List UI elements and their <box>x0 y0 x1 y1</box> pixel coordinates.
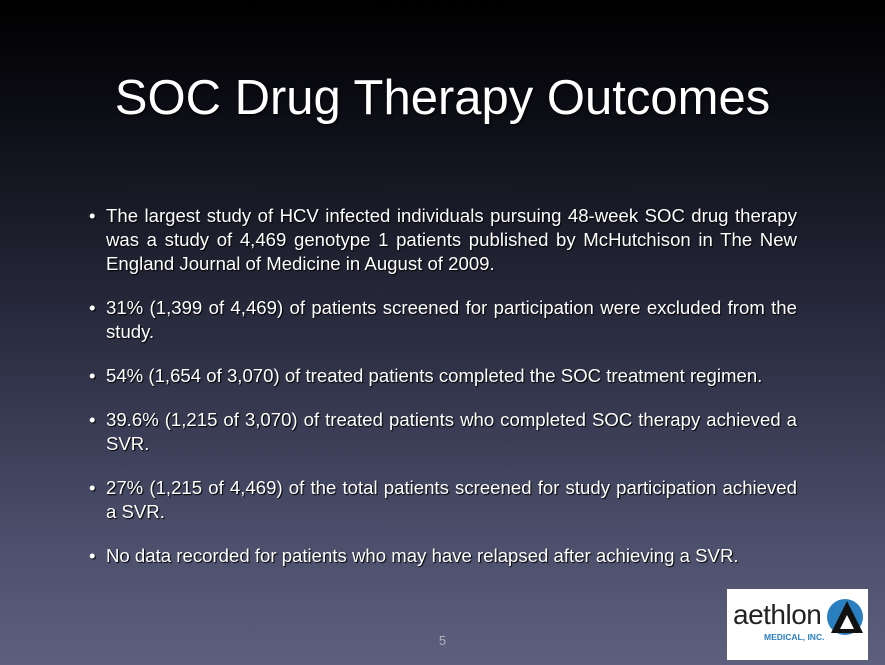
logo-name: aethlon <box>733 599 822 630</box>
bullet: 39.6% (1,215 of 3,070) of treated patien… <box>89 408 797 456</box>
logo-mark <box>827 599 863 635</box>
logo: aethlon MEDICAL, INC. <box>727 589 868 660</box>
page-number: 5 <box>438 633 447 648</box>
bullet: 31% (1,399 of 4,469) of patients screene… <box>89 296 797 344</box>
logo-triangle-inner <box>840 615 854 629</box>
slide-title: SOC Drug Therapy Outcomes <box>114 71 771 125</box>
bullet: The largest study of HCV infected indivi… <box>89 204 797 276</box>
bullet: 27% (1,215 of 4,469) of the total patien… <box>89 476 797 524</box>
bullet-list: The largest study of HCV infected indivi… <box>89 204 797 588</box>
bullet: No data recorded for patients who may ha… <box>89 544 797 568</box>
logo-subtitle: MEDICAL, INC. <box>764 632 825 642</box>
bullet: 54% (1,654 of 3,070) of treated patients… <box>89 364 797 388</box>
